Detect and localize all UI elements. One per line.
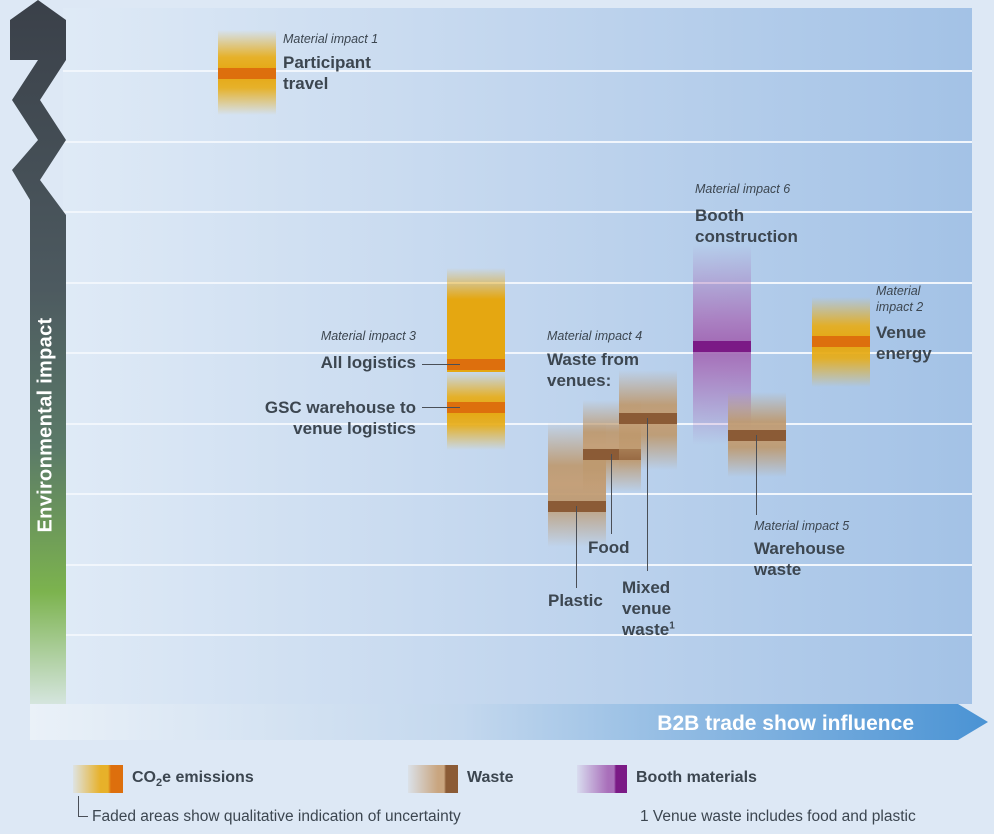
all-logistics-midline [447, 359, 505, 370]
venue-energy-label: Venue energy [876, 323, 932, 363]
warehouse-waste-midline [728, 430, 786, 441]
mixed-venue-waste-label: Mixed venue waste1 [622, 578, 675, 639]
participant-travel-midline [218, 68, 276, 79]
booth-construction-tag: Material impact 6 [695, 182, 791, 196]
gsc-logistics-label: GSC warehouse to venue logistics [264, 398, 416, 438]
booth-construction-label: Booth construction [695, 206, 798, 246]
food-midline [583, 449, 641, 460]
faded-areas-note: Faded areas show qualitative indication … [92, 808, 461, 825]
all-logistics-leader [422, 364, 460, 365]
y-axis-arrow [10, 0, 66, 722]
y-axis-label: Environmental impact [34, 317, 57, 533]
gsc-logistics-leader [422, 407, 460, 408]
food-label: Food [588, 538, 630, 557]
mixed-venue-waste-leader [647, 418, 648, 571]
gridline [63, 423, 972, 425]
gridline [63, 282, 972, 284]
legend-label-booth: Booth materials [636, 769, 757, 786]
plastic-leader [576, 506, 577, 588]
legend-swatch-waste [408, 765, 458, 793]
all-logistics-tag: Material impact 3 [320, 329, 416, 343]
gridline [63, 352, 972, 354]
gridline [63, 564, 972, 566]
venue-energy-midline [812, 336, 870, 347]
gridline [63, 70, 972, 72]
x-axis-label: B2B trade show influence [657, 712, 914, 735]
participant-travel-tag: Material impact 1 [283, 32, 379, 46]
warehouse-waste-label: Warehouse waste [754, 539, 846, 579]
waste-from-venues-label: Waste from venues: [547, 350, 639, 390]
x-axis-arrow [30, 704, 988, 740]
warehouse-waste-tag: Material impact 5 [754, 519, 850, 533]
participant-travel-label: Participant travel [283, 53, 371, 93]
gridline [63, 634, 972, 636]
legend-swatch-booth [577, 765, 627, 793]
warehouse-waste-leader [756, 435, 757, 515]
gridline [63, 141, 972, 143]
legend-label-emissions: CO2e emissions [132, 769, 254, 790]
plastic-midline [548, 501, 606, 512]
gsc-logistics-midline [447, 402, 505, 413]
booth-construction-midline [693, 341, 751, 352]
gridline [63, 493, 972, 495]
faded-note-leader [78, 796, 79, 816]
gridline [63, 211, 972, 213]
food-leader [611, 454, 612, 534]
waste-from-venues-tag: Material impact 4 [547, 329, 643, 343]
venue-energy-tag: Material impact 2 [876, 284, 924, 314]
legend-swatch-emissions [73, 765, 123, 793]
mixed-venue-waste-midline [619, 413, 677, 424]
plastic-label: Plastic [548, 591, 603, 610]
legend-label-waste: Waste [467, 769, 514, 786]
all-logistics-bar [447, 268, 505, 372]
footnote-1: 1 Venue waste includes food and plastic [640, 808, 916, 825]
all-logistics-label: All logistics [320, 353, 416, 372]
faded-note-leader-h [78, 816, 88, 817]
